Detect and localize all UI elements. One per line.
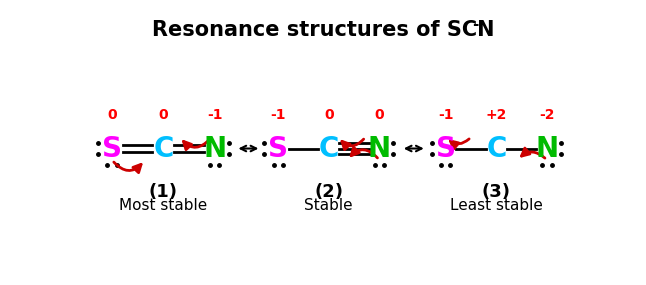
Text: (3): (3) [482,183,511,201]
Text: -: - [472,17,479,32]
Text: 0: 0 [107,108,117,122]
Text: 0: 0 [375,108,384,122]
Text: +2: +2 [486,108,507,122]
Text: Stable: Stable [304,198,353,213]
Text: 0: 0 [159,108,168,122]
Text: S: S [268,135,288,162]
Text: -1: -1 [207,108,223,122]
Text: S: S [436,135,456,162]
Text: N: N [536,135,559,162]
Text: (1): (1) [149,183,178,201]
Text: C: C [486,135,506,162]
Text: N: N [203,135,227,162]
Text: (2): (2) [314,183,343,201]
Text: -2: -2 [539,108,555,122]
Text: Most stable: Most stable [120,198,207,213]
Text: -1: -1 [271,108,286,122]
Text: C: C [318,135,339,162]
Text: Least stable: Least stable [450,198,543,213]
Text: -1: -1 [438,108,453,122]
Text: Resonance structures of SCN: Resonance structures of SCN [152,20,494,40]
Text: C: C [153,135,174,162]
Text: 0: 0 [324,108,333,122]
Text: N: N [368,135,391,162]
Text: S: S [102,135,122,162]
